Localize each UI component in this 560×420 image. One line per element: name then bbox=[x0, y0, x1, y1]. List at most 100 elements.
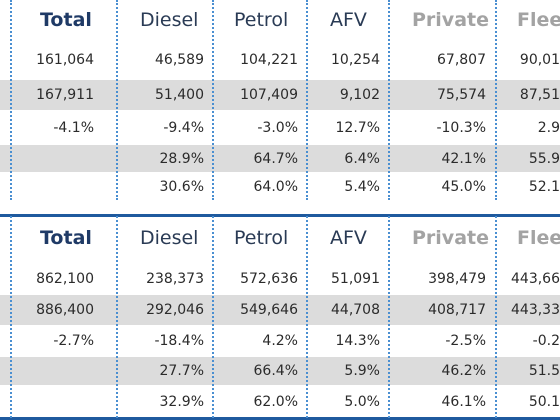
cell-value: -0.2 bbox=[532, 332, 560, 349]
cell-value: -4.1% bbox=[53, 120, 94, 136]
cell-private: 46.1% bbox=[390, 387, 486, 416]
column-divider bbox=[388, 216, 390, 418]
cell-value: -10.3% bbox=[436, 120, 486, 136]
cell-petrol: 66.4% bbox=[212, 357, 298, 385]
column-divider bbox=[116, 216, 118, 418]
cell-value: 67,807 bbox=[437, 52, 486, 68]
cell-value: 9,102 bbox=[339, 87, 380, 103]
cell-private: 46.2% bbox=[390, 357, 486, 385]
cell-value: 572,636 bbox=[240, 271, 298, 287]
table-row: 28.9% 64.7% 6.4% 42.1% 55.9 bbox=[0, 145, 560, 172]
cell-value: -3.0% bbox=[257, 120, 298, 136]
cell-fleet: 52.1 bbox=[498, 173, 560, 200]
cell-total bbox=[0, 387, 94, 416]
cell-diesel: -18.4% bbox=[118, 326, 204, 355]
table-row: 30.6% 64.0% 5.4% 45.0% 52.1 bbox=[0, 173, 560, 200]
column-divider bbox=[388, 0, 390, 200]
cell-petrol: -3.0% bbox=[212, 114, 298, 142]
cell-fleet: 2.9 bbox=[498, 114, 560, 142]
cell-value: 161,064 bbox=[36, 52, 94, 68]
cell-value: 50.1 bbox=[528, 393, 560, 410]
cell-total: 161,064 bbox=[0, 45, 94, 75]
cell-petrol: 64.7% bbox=[212, 145, 298, 172]
table-row: 27.7% 66.4% 5.9% 46.2% 51.5 bbox=[0, 357, 560, 385]
column-divider bbox=[306, 216, 308, 418]
cell-value: 10,254 bbox=[331, 52, 380, 68]
cell-petrol: 107,409 bbox=[212, 80, 298, 110]
cell-fleet: -0.2 bbox=[498, 326, 560, 355]
column-header-label: Fleet bbox=[517, 9, 560, 31]
column-header-label: Diesel bbox=[140, 9, 199, 31]
cell-value: 398,479 bbox=[428, 271, 486, 287]
column-header-label: Total bbox=[40, 227, 92, 249]
cell-value: 75,574 bbox=[437, 87, 486, 103]
cell-value: 5.0% bbox=[344, 393, 380, 410]
column-header-diesel: Diesel bbox=[140, 0, 240, 40]
cell-private: -10.3% bbox=[390, 114, 486, 142]
cell-total: -4.1% bbox=[0, 114, 94, 142]
cell-value: 64.0% bbox=[253, 178, 298, 195]
cell-value: 4.2% bbox=[262, 332, 298, 349]
table-rule bbox=[0, 214, 560, 217]
cell-value: 90,01 bbox=[519, 52, 560, 68]
cell-value: 46.2% bbox=[441, 363, 486, 379]
cell-value: 51,400 bbox=[155, 87, 204, 103]
column-header-label: Private bbox=[412, 227, 489, 249]
cell-value: 51,091 bbox=[331, 271, 380, 287]
cell-petrol: 549,646 bbox=[212, 295, 298, 325]
cell-value: 408,717 bbox=[428, 302, 486, 318]
cell-value: 886,400 bbox=[36, 302, 94, 318]
cell-diesel: -9.4% bbox=[118, 114, 204, 142]
cell-value: 55.9 bbox=[528, 150, 560, 167]
column-header-petrol: Petrol bbox=[234, 217, 334, 259]
column-header-label: Total bbox=[40, 9, 92, 31]
cell-total: 862,100 bbox=[0, 264, 94, 294]
cell-private: 75,574 bbox=[390, 80, 486, 110]
cell-value: 45.0% bbox=[441, 178, 486, 195]
cell-value: 44,708 bbox=[331, 302, 380, 318]
cell-total: -2.7% bbox=[0, 326, 94, 355]
column-divider bbox=[495, 216, 497, 418]
cell-fleet: 87,51 bbox=[498, 80, 560, 110]
column-header-total: Total bbox=[40, 217, 140, 259]
cell-afv: 14.3% bbox=[306, 326, 380, 355]
column-header-label: Diesel bbox=[140, 227, 199, 249]
cell-afv: 6.4% bbox=[306, 145, 380, 172]
column-header-fleet: Fleet bbox=[517, 0, 560, 40]
column-header-afv: AFV bbox=[330, 217, 430, 259]
table-rule bbox=[0, 417, 560, 420]
column-header-label: AFV bbox=[330, 227, 367, 249]
cell-total: 167,911 bbox=[0, 80, 94, 110]
sales-table-2: Total Diesel Petrol AFV Private Fleet 862,100 2… bbox=[0, 214, 560, 420]
cell-afv: 10,254 bbox=[306, 45, 380, 75]
cell-afv: 12.7% bbox=[306, 114, 380, 142]
cell-value: 549,646 bbox=[240, 302, 298, 318]
header-row: Total Diesel Petrol AFV Private Fleet bbox=[0, 217, 560, 259]
cell-private: 398,479 bbox=[390, 264, 486, 294]
cell-private: 45.0% bbox=[390, 173, 486, 200]
cell-value: 46.1% bbox=[441, 393, 486, 410]
cell-value: 5.9% bbox=[344, 363, 380, 379]
cell-diesel: 238,373 bbox=[118, 264, 204, 294]
cell-private: -2.5% bbox=[390, 326, 486, 355]
cell-petrol: 104,221 bbox=[212, 45, 298, 75]
cell-fleet: 55.9 bbox=[498, 145, 560, 172]
cell-afv: 9,102 bbox=[306, 80, 380, 110]
table-row: 32.9% 62.0% 5.0% 46.1% 50.1 bbox=[0, 387, 560, 416]
cell-value: 104,221 bbox=[240, 52, 298, 68]
column-divider bbox=[495, 0, 497, 200]
table-row: 167,911 51,400 107,409 9,102 75,574 87,51 bbox=[0, 80, 560, 110]
cell-value: 52.1 bbox=[528, 178, 560, 195]
table-row: 886,400 292,046 549,646 44,708 408,717 443,33 bbox=[0, 295, 560, 325]
cell-afv: 5.0% bbox=[306, 387, 380, 416]
cell-total bbox=[0, 357, 94, 385]
cell-value: 27.7% bbox=[159, 363, 204, 379]
cell-value: 66.4% bbox=[253, 363, 298, 379]
column-divider bbox=[306, 0, 308, 200]
cell-petrol: 572,636 bbox=[212, 264, 298, 294]
column-header-fleet: Fleet bbox=[517, 217, 560, 259]
column-divider bbox=[212, 216, 214, 418]
cell-diesel: 32.9% bbox=[118, 387, 204, 416]
column-header-label: Petrol bbox=[234, 227, 289, 249]
cell-value: 443,33 bbox=[511, 302, 560, 318]
